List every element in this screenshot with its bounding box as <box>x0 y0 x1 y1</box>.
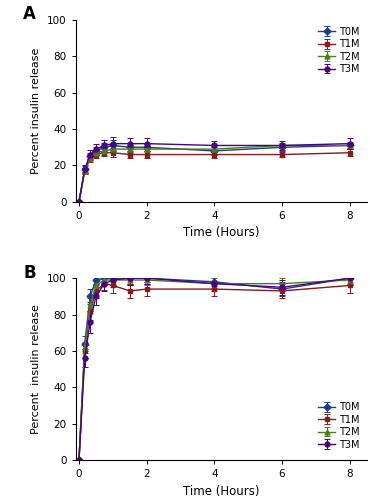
Legend: T0M, T1M, T2M, T3M: T0M, T1M, T2M, T3M <box>316 25 362 76</box>
Legend: T0M, T1M, T2M, T3M: T0M, T1M, T2M, T3M <box>316 400 362 452</box>
Y-axis label: Percent  insulin release: Percent insulin release <box>31 304 42 434</box>
Text: A: A <box>23 6 36 24</box>
Y-axis label: Percent insulin release: Percent insulin release <box>31 48 42 174</box>
X-axis label: Time (Hours): Time (Hours) <box>183 484 259 498</box>
Text: B: B <box>23 264 36 281</box>
X-axis label: Time (Hours): Time (Hours) <box>183 226 259 239</box>
